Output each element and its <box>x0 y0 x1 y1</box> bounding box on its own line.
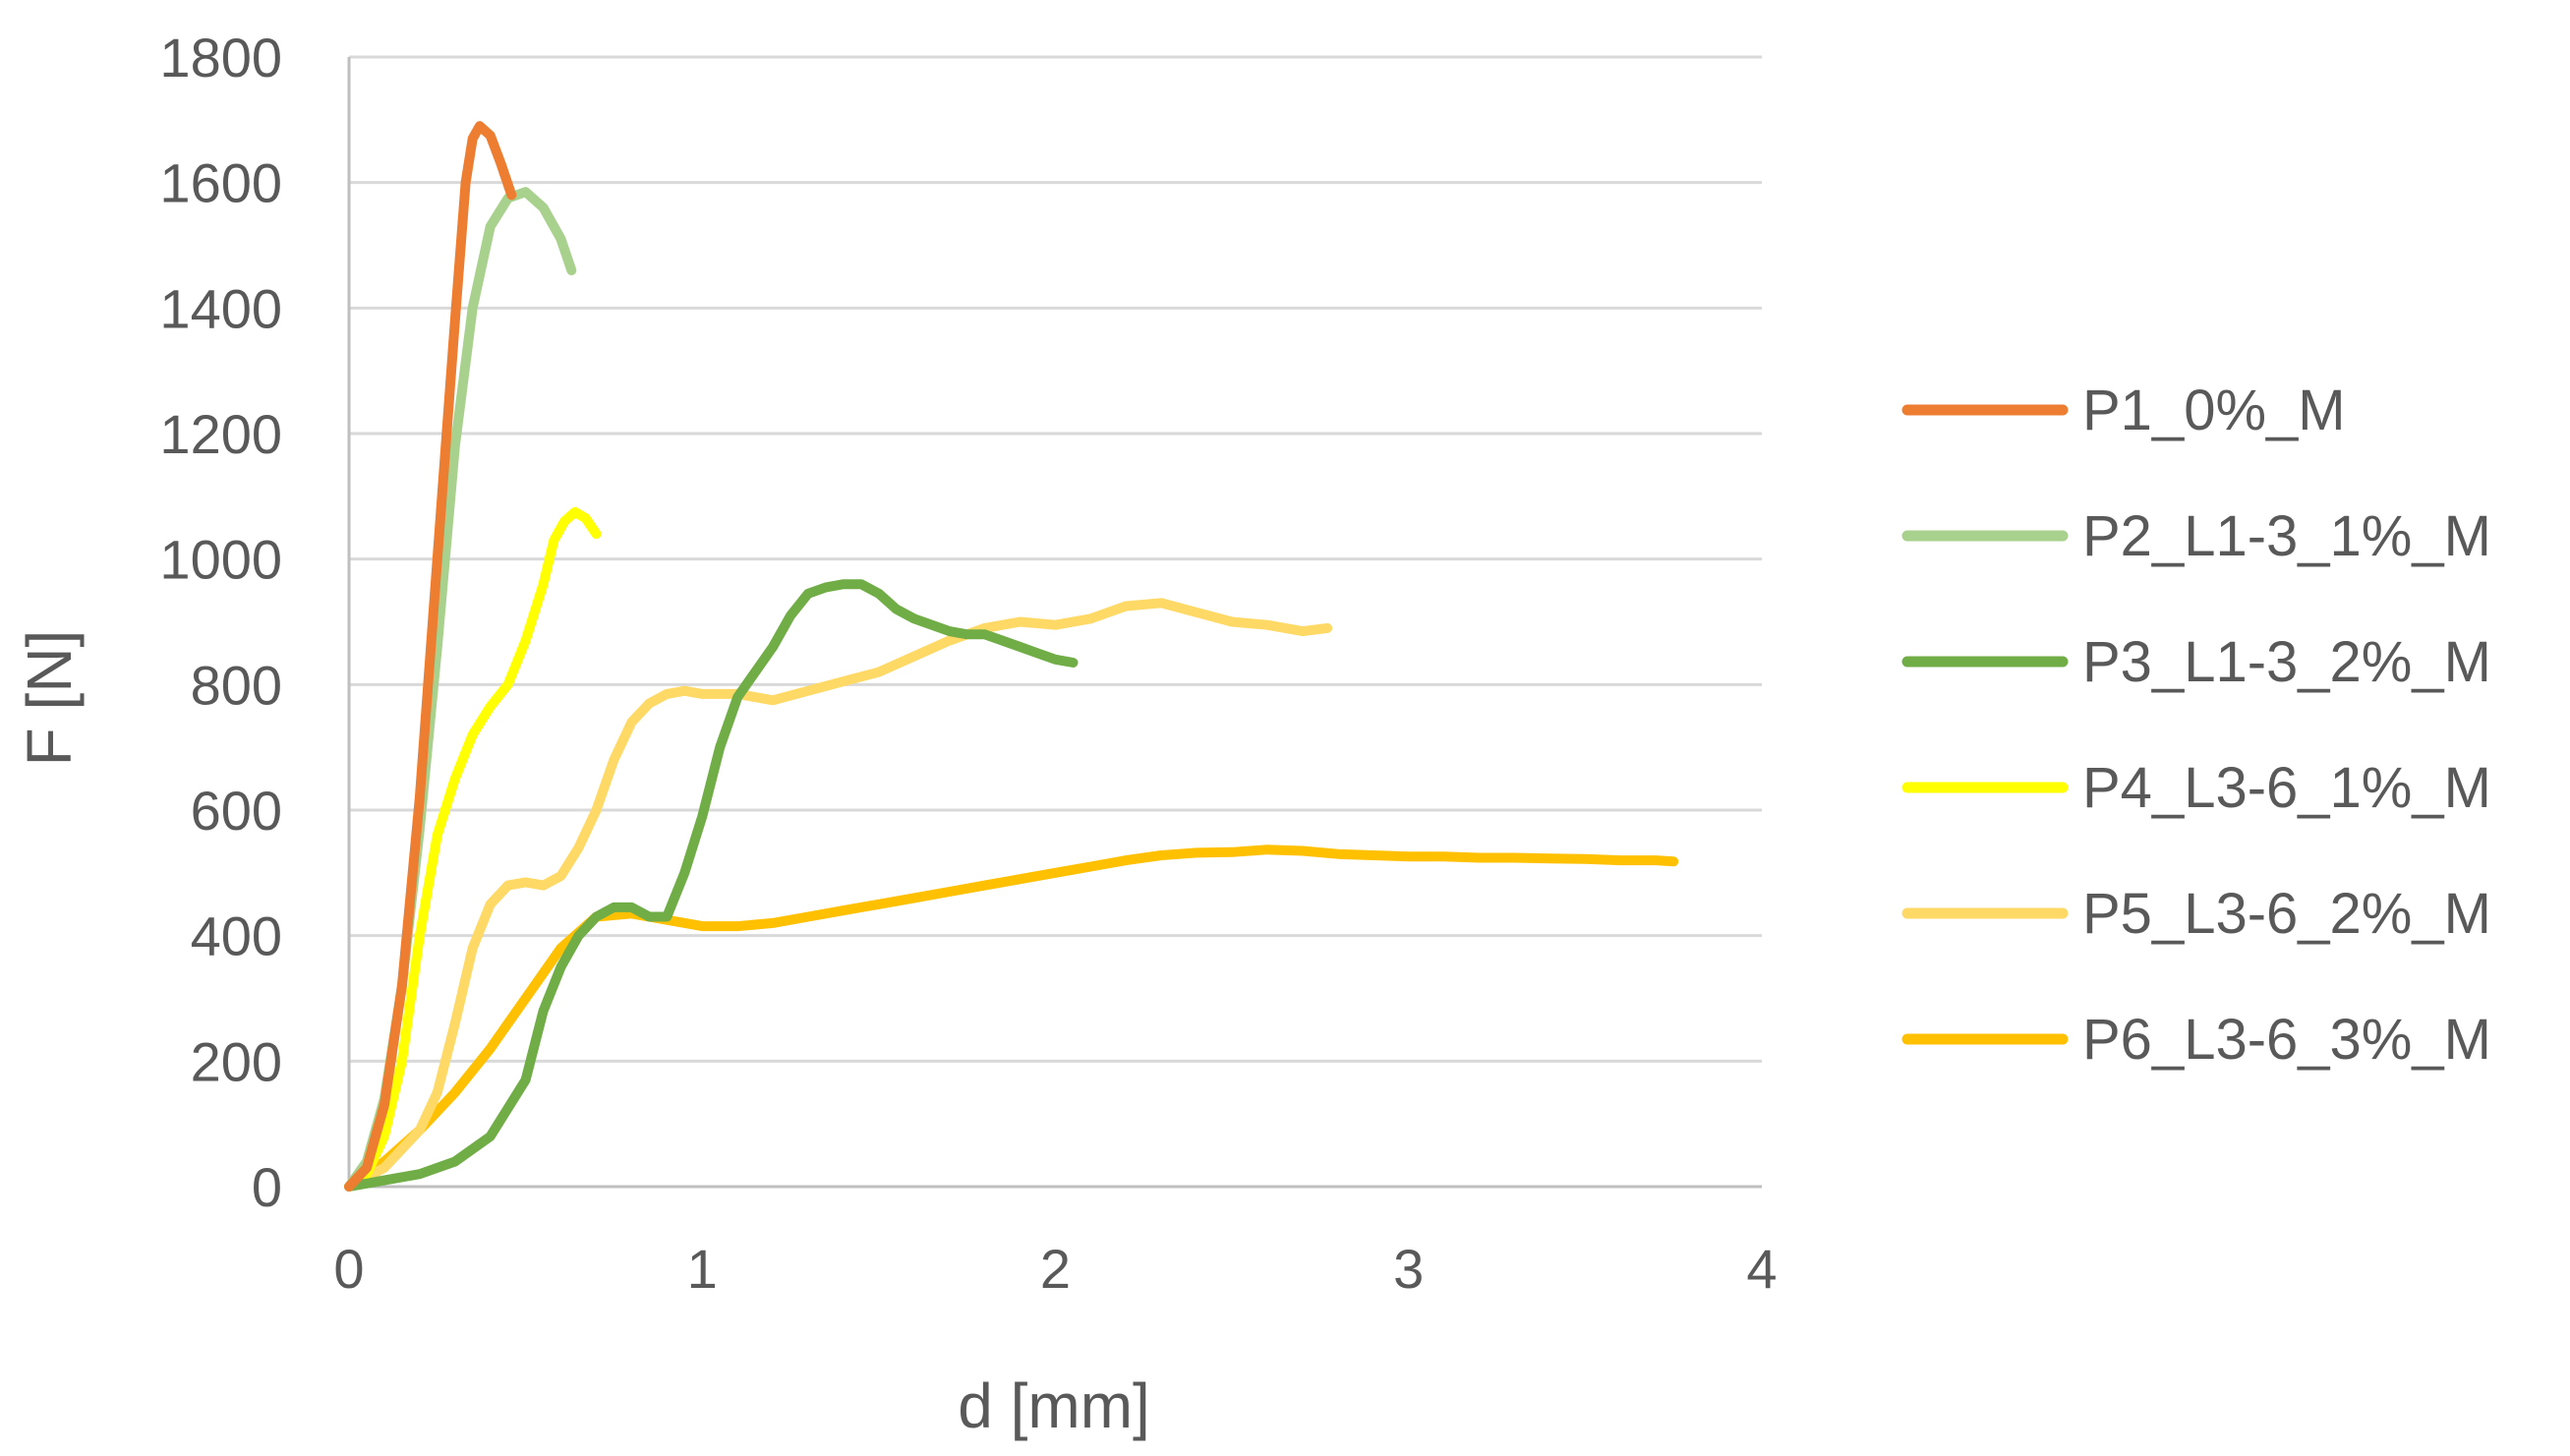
y-tick-label: 0 <box>252 1156 282 1218</box>
x-tick-label: 0 <box>333 1238 364 1300</box>
legend-label: P6_L3-6_3%_M <box>2082 1008 2491 1072</box>
legend-label: P4_L3-6_1%_M <box>2082 756 2491 820</box>
tick-labels: 0 200 400 600 800 1000 1200 1400 1600 1800 0 1 2 3 4 <box>159 27 1777 1300</box>
x-axis-title: d [mm] <box>958 1370 1150 1441</box>
series-line <box>344 844 1679 1192</box>
y-tick-label: 1200 <box>159 403 282 465</box>
y-tick-label: 400 <box>191 905 282 967</box>
x-tick-label: 2 <box>1040 1238 1071 1300</box>
y-tick-label: 1000 <box>159 529 282 591</box>
series-lines <box>344 121 1679 1192</box>
axes <box>347 57 1762 1189</box>
series-line <box>344 506 602 1192</box>
y-tick-label: 600 <box>191 780 282 842</box>
legend: P1_0%_M P2_L1-3_1%_M P3_L1-3_2%_M P4_L3-6_1… <box>1901 379 2491 1072</box>
legend-label: P5_L3-6_2%_M <box>2082 882 2491 946</box>
y-tick-label: 800 <box>191 654 282 716</box>
y-tick-label: 1600 <box>159 152 282 214</box>
series-line <box>344 121 517 1192</box>
x-tick-label: 3 <box>1393 1238 1424 1300</box>
y-axis-title: F [N] <box>14 630 85 767</box>
gridlines <box>349 55 1762 1063</box>
y-tick-label: 200 <box>191 1030 282 1092</box>
x-tick-label: 4 <box>1746 1238 1777 1300</box>
series-line <box>344 579 1079 1192</box>
series-line <box>344 598 1333 1192</box>
x-tick-label: 1 <box>687 1238 718 1300</box>
legend-label: P2_L1-3_1%_M <box>2082 504 2491 568</box>
legend-label: P3_L1-3_2%_M <box>2082 630 2491 694</box>
y-tick-label: 1400 <box>159 277 282 339</box>
legend-label: P1_0%_M <box>2082 379 2346 442</box>
y-tick-label: 1800 <box>159 27 282 88</box>
